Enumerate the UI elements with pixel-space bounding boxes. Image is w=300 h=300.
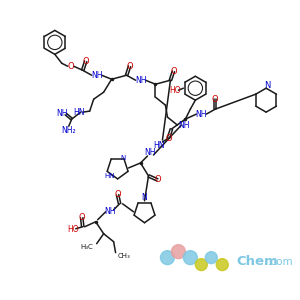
Text: HN: HN — [104, 173, 115, 179]
Text: NH: NH — [178, 121, 190, 130]
Text: HN: HN — [73, 108, 85, 117]
Text: Chem: Chem — [236, 255, 278, 268]
Text: NH₂: NH₂ — [61, 126, 76, 135]
Circle shape — [205, 252, 217, 264]
Text: CH₃: CH₃ — [117, 253, 130, 259]
Text: N: N — [264, 81, 270, 90]
Text: O: O — [126, 62, 133, 71]
Text: O: O — [212, 95, 219, 104]
Text: N: N — [142, 193, 147, 202]
Text: O: O — [165, 134, 172, 142]
Text: NH: NH — [135, 76, 146, 85]
Text: O: O — [114, 190, 121, 199]
Text: NH: NH — [104, 207, 116, 216]
Circle shape — [183, 251, 197, 265]
Text: NH: NH — [196, 110, 207, 118]
Text: O: O — [154, 176, 161, 184]
Text: HO: HO — [67, 225, 79, 234]
Text: .com: .com — [268, 256, 294, 267]
Text: HN: HN — [154, 140, 165, 149]
Text: NH: NH — [91, 71, 102, 80]
Text: NH: NH — [145, 148, 156, 158]
Text: NH: NH — [56, 109, 68, 118]
Text: O: O — [68, 62, 74, 71]
Text: O: O — [170, 67, 177, 76]
Circle shape — [160, 251, 174, 265]
Text: H₃C: H₃C — [80, 244, 93, 250]
Text: O: O — [78, 213, 85, 222]
Circle shape — [216, 259, 228, 271]
Text: N: N — [120, 155, 125, 161]
Text: HO: HO — [169, 86, 181, 95]
Circle shape — [195, 259, 207, 271]
Circle shape — [171, 245, 185, 259]
Text: O: O — [82, 57, 89, 66]
